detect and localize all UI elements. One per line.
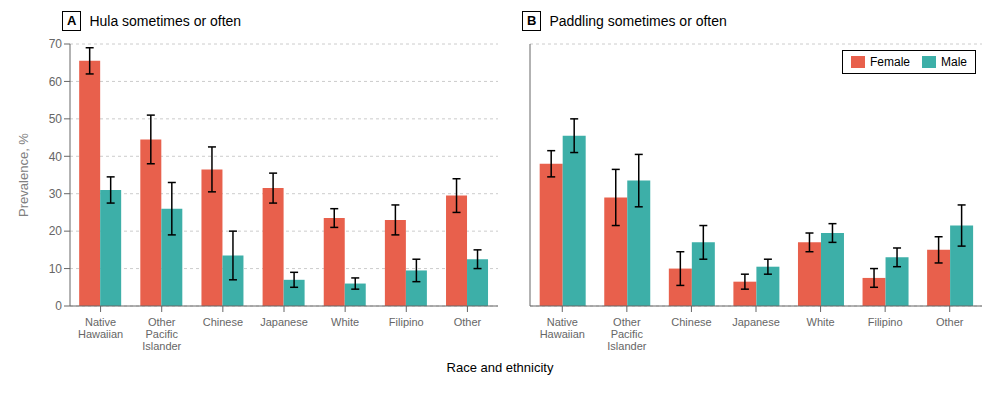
svg-text:20: 20 — [49, 224, 63, 238]
html-text:Female: Female — [870, 55, 910, 69]
svg-text:NativeHawaiian: NativeHawaiian — [540, 316, 585, 340]
svg-text:OtherPacificIslander: OtherPacificIslander — [607, 316, 646, 352]
svg-text:Prevalence, %: Prevalence, % — [16, 133, 31, 217]
html-text:Male: Male — [941, 55, 967, 69]
svg-text:0: 0 — [55, 299, 62, 313]
html-text:Paddling sometimes or often: Paddling sometimes or often — [549, 13, 727, 29]
html-text:A: A — [67, 13, 77, 28]
svg-text:Filipino: Filipino — [389, 316, 424, 328]
svg-text:Chinese: Chinese — [671, 316, 711, 328]
svg-text:Japanese: Japanese — [260, 316, 308, 328]
svg-text:Chinese: Chinese — [203, 316, 243, 328]
svg-text:70: 70 — [49, 37, 63, 51]
svg-text:10: 10 — [49, 262, 63, 276]
html-text:Hula sometimes or often: Hula sometimes or often — [89, 13, 242, 29]
svg-text:Other: Other — [936, 316, 964, 328]
svg-text:Other: Other — [454, 316, 482, 328]
svg-text:NativeHawaiian: NativeHawaiian — [78, 316, 123, 340]
html-text:B: B — [527, 13, 537, 28]
svg-text:Japanese: Japanese — [732, 316, 780, 328]
svg-text:50: 50 — [49, 112, 63, 126]
svg-text:White: White — [331, 316, 359, 328]
svg-text:Filipino: Filipino — [868, 316, 903, 328]
svg-text:30: 30 — [49, 187, 63, 201]
svg-text:60: 60 — [49, 75, 63, 89]
svg-text:40: 40 — [49, 150, 63, 164]
svg-text:OtherPacificIslander: OtherPacificIslander — [142, 316, 181, 352]
svg-text:White: White — [807, 316, 835, 328]
html-text:Race and ethnicity: Race and ethnicity — [446, 360, 554, 375]
